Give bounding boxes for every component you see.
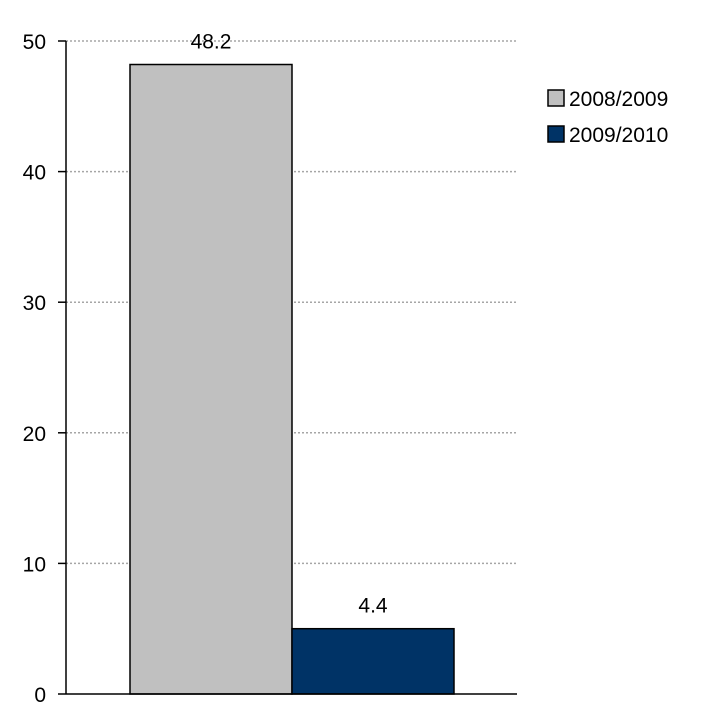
bar-2009-2010 (291, 627, 455, 695)
legend-swatch (547, 89, 565, 107)
y-tick-label: 0 (34, 684, 46, 706)
legend-label: 2008/2009 (569, 88, 668, 111)
data-label: 48.2 (191, 31, 232, 54)
y-axis-ticks: 0 10 20 30 40 50 (23, 31, 66, 706)
legend: 2008/2009 2009/2010 (547, 88, 668, 147)
y-tick-label: 50 (23, 31, 46, 54)
bar-2008-2009 (129, 63, 293, 695)
data-labels: 48.2 4.4 (191, 31, 388, 618)
legend-label: 2009/2010 (569, 124, 668, 147)
y-tick-label: 30 (23, 292, 46, 315)
bars (129, 63, 455, 695)
y-tick-label: 20 (23, 423, 46, 446)
y-tick-label: 10 (23, 553, 46, 576)
data-label: 4.4 (358, 595, 388, 618)
y-tick-label: 40 (23, 162, 46, 185)
legend-swatch (547, 125, 565, 143)
